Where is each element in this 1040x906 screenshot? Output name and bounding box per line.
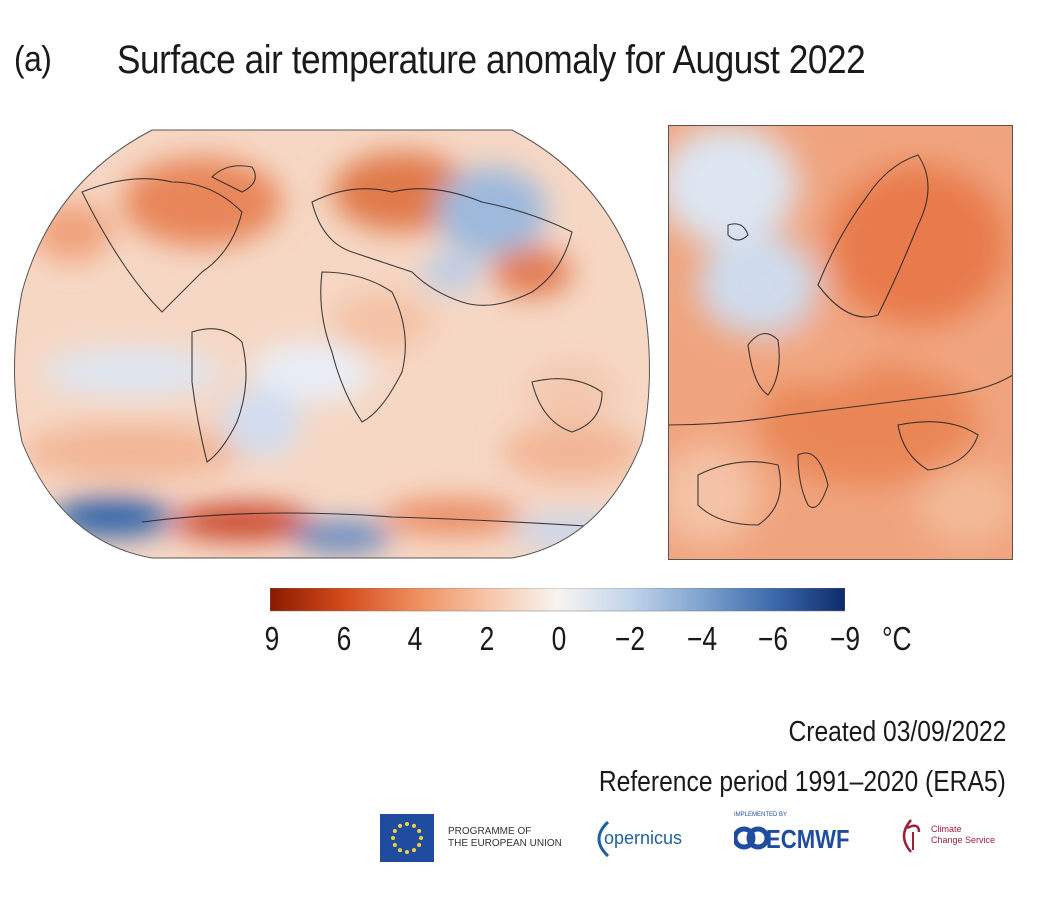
map-title: Surface air temperature anomaly for Augu… [117,38,866,82]
eu-programme-text: PROGRAMME OF THE EUROPEAN UNION [448,826,562,850]
c3s-logo: Climate Change Service [895,816,1015,862]
c3s-line1: Climate [931,824,962,834]
eu-text-line1: PROGRAMME OF [448,826,532,837]
colorbar-tick-label: 9 [264,620,280,657]
created-date: Created 03/09/2022 [788,716,1006,748]
c3s-text: Climate Change Service [931,824,995,846]
logo-row: PROGRAMME OF THE EUROPEAN UNION opernicu… [380,812,1020,868]
colorbar-tick-label: 0 [551,620,566,657]
world-anomaly-map [14,129,650,559]
colorbar-tick-label: 6 [336,620,351,657]
colorbar-tick-label: −6 [758,620,789,657]
panel-label: (a) [14,38,52,79]
colorbar-tick-label: 2 [479,620,495,657]
unit-label: °C [882,620,912,657]
eu-flag-logo [380,814,434,867]
europe-anomaly-map [668,125,1013,560]
copernicus-text: opernicus [604,828,683,848]
ecmwf-text: ECMWF [766,824,850,854]
eu-text-line2: THE EUROPEAN UNION [448,838,562,849]
ecmwf-logo: IMPLEMENTED BY ECMWF [730,812,870,862]
colorbar [270,588,845,612]
reference-period: Reference period 1991–2020 (ERA5) [599,766,1006,798]
colorbar-tick-label: −9 [829,620,861,657]
colorbar-tick-label: −4 [686,620,717,657]
copernicus-logo: opernicus [588,816,698,862]
colorbar-tick-label: 4 [407,620,423,657]
ecmwf-small-text: IMPLEMENTED BY [734,812,788,818]
colorbar-tick-label: −2 [615,620,646,657]
c3s-line2: Change Service [931,835,996,845]
